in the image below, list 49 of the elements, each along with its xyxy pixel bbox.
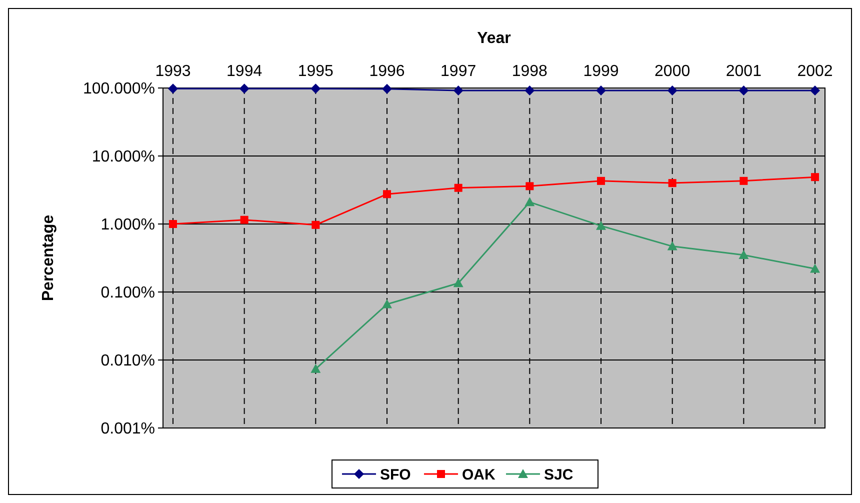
x-tick-label: 1999 xyxy=(583,63,619,80)
point xyxy=(740,176,748,185)
point xyxy=(810,85,820,96)
x-tick-label: 2000 xyxy=(654,63,690,80)
point xyxy=(597,176,606,185)
point xyxy=(454,184,462,192)
point xyxy=(382,84,392,94)
y-tick-label: 100.000% xyxy=(82,80,155,98)
point xyxy=(526,182,534,190)
point xyxy=(596,85,606,96)
point xyxy=(168,220,177,228)
point xyxy=(310,84,321,94)
point xyxy=(667,241,678,250)
point xyxy=(240,216,248,224)
y-axis-title: Percentage xyxy=(40,214,57,302)
x-tick-label: 2002 xyxy=(797,63,833,80)
point xyxy=(312,220,320,229)
x-tick-label: 1994 xyxy=(226,63,262,80)
point xyxy=(168,84,178,94)
y-tick-label: 1.000% xyxy=(100,216,155,234)
point xyxy=(382,190,391,198)
legend-label: OAK xyxy=(462,466,496,484)
x-tick-label: 1995 xyxy=(298,63,334,80)
point xyxy=(668,179,676,188)
point xyxy=(382,299,392,308)
y-tick-label: 0.010% xyxy=(100,352,155,370)
x-tick-label: 2001 xyxy=(726,63,762,80)
x-tick-label: 1998 xyxy=(512,63,548,80)
point xyxy=(310,364,321,373)
legend-label: SFO xyxy=(380,466,412,484)
point xyxy=(810,264,820,273)
point xyxy=(524,85,535,96)
y-tick-label: 0.100% xyxy=(100,284,155,302)
point xyxy=(453,278,464,288)
point xyxy=(738,85,749,96)
point xyxy=(811,173,820,182)
x-axis-title: Year xyxy=(477,30,511,47)
point xyxy=(453,85,464,96)
y-tick-label: 10.000% xyxy=(92,148,155,166)
legend-label: SJC xyxy=(544,466,574,484)
y-tick-label: 0.001% xyxy=(100,420,155,438)
x-tick-label: 1993 xyxy=(155,63,191,80)
x-tick-label: 1996 xyxy=(369,63,405,80)
point xyxy=(524,197,535,206)
point xyxy=(667,85,678,96)
point xyxy=(738,250,749,260)
x-tick-label: 1997 xyxy=(440,63,476,80)
point xyxy=(239,84,250,94)
point xyxy=(596,220,606,230)
